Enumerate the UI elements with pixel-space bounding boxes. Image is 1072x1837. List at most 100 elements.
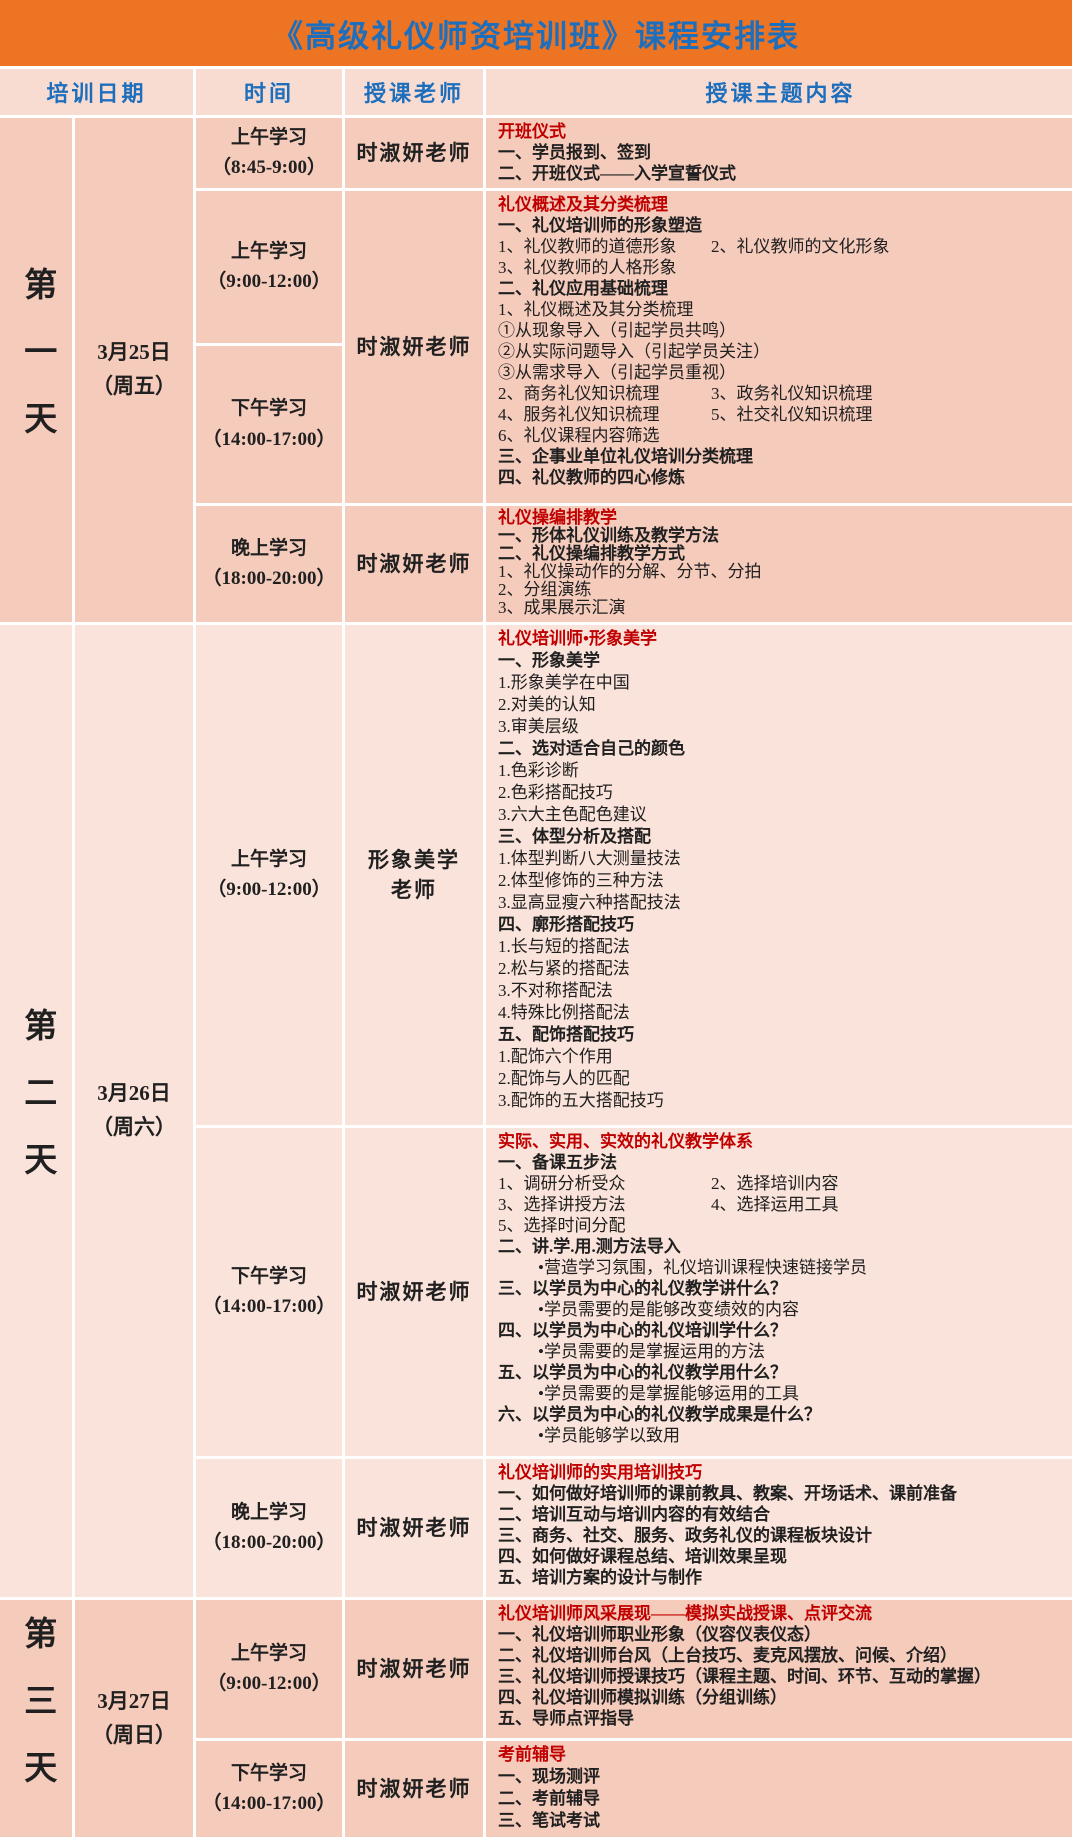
content-line: ③从需求导入（引起学员重视） [498,363,737,382]
content-line: 2.体型修饰的三种方法 [498,871,664,890]
content-cell: 礼仪操编排教学 一、形体礼仪训练及教学方法 二、礼仪操编排教学方式 1、礼仪操动作的分… [483,503,1072,625]
content-line: 一、形体礼仪训练及教学方法 [498,526,720,545]
content-line: 二、培训互动与培训内容的有效结合 [498,1505,771,1524]
topic-title: 礼仪培训师•形象美学 [498,629,657,648]
day-cell: 第三天 [0,1597,75,1837]
content-line: 3、礼仪教师的人格形象 [498,258,677,277]
time-cell: 上午学习 （9:00-12:00） [193,622,346,1128]
content-cell: 礼仪概述及其分类梳理 一、礼仪培训师的形象塑造 1、礼仪教师的道德形象 2、礼仪教师的… [483,188,1072,506]
topic-title: 礼仪培训师风采展现——模拟实战授课、点评交流 [498,1604,873,1623]
content-line: 5、选择时间分配 [498,1216,626,1235]
schedule-row: 第二天 3月26日 （周六） 上午学习 （9:00-12:00） 形象美学 老师 礼仪培… [0,622,1072,1600]
content-line-right: 5、社交礼仪知识梳理 [711,405,873,424]
content-line-right: 4、选择运用工具 [711,1195,839,1214]
content-line: 一、如何做好培训师的课前教具、教案、开场话术、课前准备 [498,1484,958,1503]
col-header-date: 培训日期 [0,66,197,118]
schedule-table: 培训日期 时间 授课老师 授课主题内容 第一天 3月25日 （周五） 上午学习 （8… [0,66,1072,1837]
content-line: 一、礼仪培训师的形象塑造 [498,216,703,235]
content-line: 3.六大主色配色建议 [498,805,647,824]
schedule-row: 下午学习 （14:00-17:00） [0,343,1072,506]
content-line: ②从实际问题导入（引起学员关注） [498,342,771,361]
content-line: 五、配饰搭配技巧 [498,1025,635,1044]
content-line: 2.配饰与人的匹配 [498,1069,630,1088]
teacher-cell: 时淑妍老师 [342,115,487,191]
content-line-right: 3、政务礼仪知识梳理 [711,384,873,403]
time-cell: 上午学习 （8:45-9:00） [193,115,346,191]
col-header-time: 时间 [193,66,346,118]
schedule-row: 晚上学习 （18:00-20:00） 时淑妍老师 礼仪操编排教学 一、形体礼仪训练及教… [0,503,1072,625]
time-cell: 下午学习 （14:00-17:00） [193,343,346,506]
content-line: •学员需要的是能够改变绩效的内容 [538,1300,799,1319]
content-line: 1、调研分析受众 2、选择培训内容 [498,1173,1067,1194]
content-line-left: 1、礼仪教师的道德形象 [498,237,677,256]
content-cell: 礼仪培训师风采展现——模拟实战授课、点评交流 一、礼仪培训师职业形象（仪容仪表仪态… [483,1597,1072,1741]
content-line: 二、讲.学.用.测方法导入 [498,1237,681,1256]
time-cell: 上午学习 （9:00-12:00） [193,1597,346,1741]
content-line: 三、商务、社交、服务、政务礼仪的课程板块设计 [498,1526,873,1545]
teacher-cell: 形象美学 老师 [342,622,487,1128]
content-line: 二、礼仪操编排教学方式 [498,544,686,563]
topic-title: 礼仪培训师的实用培训技巧 [498,1463,703,1482]
content-line: 2.对美的认知 [498,695,596,714]
content-line: 一、礼仪培训师职业形象（仪容仪表仪态） [498,1625,822,1644]
page-banner: 《高级礼仪师资培训班》课程安排表 [0,0,1072,66]
content-line: 五、培训方案的设计与制作 [498,1568,703,1587]
date-cell: 3月25日 （周五） [71,115,197,625]
content-cell: 礼仪培训师•形象美学 一、形象美学 1.形象美学在中国 2.对美的认知 3.审美层级 二、… [483,622,1072,1128]
teacher-cell: 时淑妍老师 [342,1597,487,1741]
content-line: 3.显高显瘦六种搭配技法 [498,893,681,912]
content-cell: 考前辅导 一、现场测评 二、考前辅导 三、笔试考试 [483,1738,1072,1837]
content-line: 3、选择讲授方法 4、选择运用工具 [498,1194,1067,1215]
time-cell: 晚上学习 （18:00-20:00） [193,1456,346,1600]
topic-title: 实际、实用、实效的礼仪教学体系 [498,1132,754,1151]
schedule-row: 下午学习 （14:00-17:00） 时淑妍老师 考前辅导 一、现场测评 二、考前辅导三… [0,1738,1072,1837]
content-line: •学员需要的是掌握运用的方法 [538,1342,765,1361]
content-line: 一、形象美学 [498,651,601,670]
schedule-row: 下午学习 （14:00-17:00） 时淑妍老师 实际、实用、实效的礼仪教学体系 一、… [0,1125,1072,1459]
teacher-cell: 时淑妍老师 [342,1738,487,1837]
content-line: 二、礼仪应用基础梳理 [498,279,669,298]
content-line: 四、廓形搭配技巧 [498,915,635,934]
content-line: ①从现象导入（引起学员共鸣） [498,321,737,340]
day-cell: 第二天 [0,622,75,1600]
content-line: 三、体型分析及搭配 [498,827,652,846]
content-line-right: 2、选择培训内容 [711,1174,839,1193]
teacher-cell: 时淑妍老师 [342,1456,487,1600]
content-line: •营造学习氛围，礼仪培训课程快速链接学员 [538,1258,867,1277]
content-line: •学员能够学以致用 [538,1426,680,1445]
content-line: 四、以学员为中心的礼仪培训学什么？ [498,1321,788,1340]
content-line-left: 3、选择讲授方法 [498,1195,626,1214]
date-cell: 3月26日 （周六） [71,622,197,1600]
content-cell: 开班仪式 一、学员报到、签到 二、开班仪式——入学宣誓仪式 [483,115,1072,191]
content-line-left: 1、调研分析受众 [498,1174,626,1193]
content-line: 3、成果展示汇演 [498,598,626,617]
content-line: 六、以学员为中心的礼仪教学成果是什么？ [498,1405,822,1424]
content-line: 4、服务礼仪知识梳理 5、社交礼仪知识梳理 [498,404,1067,425]
day-label: 第三天 [18,1615,55,1817]
col-header-topic: 授课主题内容 [483,66,1072,118]
content-line: 五、以学员为中心的礼仪教学用什么？ [498,1363,788,1382]
content-line: 二、考前辅导 [498,1789,601,1808]
content-line: 2.色彩搭配技巧 [498,783,613,802]
content-line: 一、学员报到、签到 [498,143,652,162]
content-line: 1.配饰六个作用 [498,1047,613,1066]
topic-title: 考前辅导 [498,1745,567,1764]
content-cell: 实际、实用、实效的礼仪教学体系 一、备课五步法 1、调研分析受众 2、选择培训内容 3、… [483,1125,1072,1459]
content-line: 2、商务礼仪知识梳理 3、政务礼仪知识梳理 [498,383,1067,404]
day-label: 第二天 [18,1008,55,1209]
content-line: 二、选对适合自己的颜色 [498,739,686,758]
content-line: 二、开班仪式——入学宣誓仪式 [498,164,737,183]
content-line: 三、以学员为中心的礼仪教学讲什么？ [498,1279,788,1298]
content-line: •学员需要的是掌握能够运用的工具 [538,1384,799,1403]
content-line: 三、礼仪培训师授课技巧（课程主题、时间、环节、互动的掌握） [498,1667,992,1686]
time-cell: 上午学习 （9:00-12:00） [193,188,346,346]
content-line: 1、礼仪操动作的分解、分节、分拍 [498,562,762,581]
content-line: 3.审美层级 [498,717,579,736]
schedule-row: 第三天 3月27日 （周日） 上午学习 （9:00-12:00） 时淑妍老师 礼仪培训师… [0,1597,1072,1837]
content-line-left: 4、服务礼仪知识梳理 [498,405,660,424]
content-line: 1.长与短的搭配法 [498,937,630,956]
content-line: 一、备课五步法 [498,1153,618,1172]
content-line: 三、笔试考试 [498,1811,601,1830]
content-line: 二、礼仪培训师台风（上台技巧、麦克风摆放、问候、介绍） [498,1646,958,1665]
content-line: 四、礼仪培训师模拟训练（分组训练） [498,1688,788,1707]
